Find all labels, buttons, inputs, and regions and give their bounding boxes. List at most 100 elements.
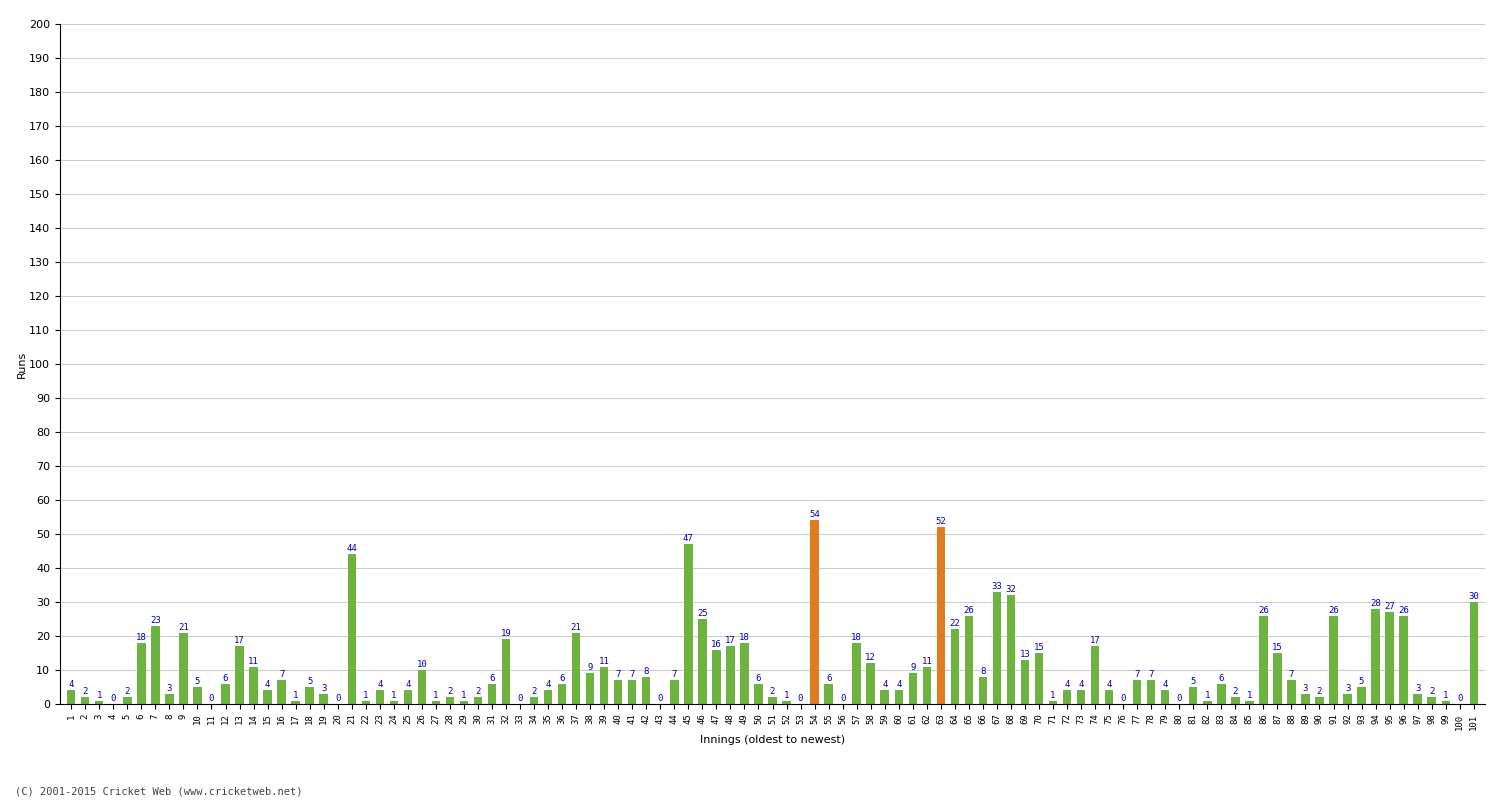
Text: 4: 4 [1107,680,1112,690]
Text: 6: 6 [756,674,760,682]
Bar [922,666,932,704]
Bar [544,690,552,704]
Bar [459,701,468,704]
Text: 5: 5 [1359,677,1365,686]
Text: 1: 1 [460,690,466,699]
Text: 30: 30 [1468,592,1479,601]
Text: 18: 18 [740,633,750,642]
Text: 52: 52 [936,517,946,526]
Text: 2: 2 [531,687,537,696]
Bar [1428,697,1436,704]
Text: 7: 7 [615,670,621,679]
Text: 10: 10 [417,660,428,669]
Text: 5: 5 [195,677,200,686]
Bar [951,629,958,704]
Text: 2: 2 [476,687,480,696]
Bar [1232,697,1239,704]
Text: 19: 19 [501,630,512,638]
Bar [768,697,777,704]
Text: 23: 23 [150,616,160,625]
Bar [123,697,132,704]
Text: 6: 6 [827,674,831,682]
Text: 2: 2 [124,687,130,696]
Text: 4: 4 [546,680,550,690]
Text: 21: 21 [178,622,189,631]
Text: 4: 4 [882,680,888,690]
Bar [1302,694,1310,704]
Text: 3: 3 [1346,684,1350,693]
Text: 4: 4 [266,680,270,690]
Text: 4: 4 [1065,680,1070,690]
Text: 54: 54 [808,510,820,519]
Bar [417,670,426,704]
Text: 6: 6 [560,674,566,682]
Text: 8: 8 [980,666,986,676]
Text: 0: 0 [334,694,340,703]
Text: 22: 22 [950,619,960,628]
Text: 18: 18 [136,633,147,642]
Bar [1274,653,1281,704]
Text: 16: 16 [711,639,722,649]
Bar [558,683,567,704]
Bar [68,690,75,704]
Bar [1077,690,1086,704]
Text: 17: 17 [234,636,244,645]
Bar [152,626,159,704]
Bar [936,527,945,704]
Bar [488,683,496,704]
Text: 33: 33 [992,582,1002,590]
Text: 4: 4 [1078,680,1084,690]
Text: 4: 4 [376,680,382,690]
Bar [754,683,762,704]
Text: 0: 0 [840,694,846,703]
Bar [1022,660,1029,704]
Text: 4: 4 [896,680,902,690]
Text: 4: 4 [405,680,411,690]
Text: 1: 1 [363,690,369,699]
Bar [1316,697,1323,704]
Bar [909,674,916,704]
Bar [572,633,580,704]
Bar [530,697,538,704]
Text: 0: 0 [209,694,214,703]
Bar [1035,653,1042,704]
Text: 7: 7 [630,670,634,679]
Bar [880,690,890,704]
Text: 7: 7 [279,670,285,679]
Text: 26: 26 [1258,606,1269,614]
Bar [684,544,693,704]
Text: 47: 47 [682,534,693,543]
Bar [852,643,861,704]
Text: 6: 6 [224,674,228,682]
Bar [165,694,174,704]
Text: 1: 1 [1443,690,1449,699]
Bar [432,701,439,704]
Text: 6: 6 [1218,674,1224,682]
Bar [390,701,398,704]
Bar [1148,680,1155,704]
Text: 1: 1 [784,690,789,699]
Text: 3: 3 [321,684,327,693]
Bar [94,701,104,704]
Bar [628,680,636,704]
Bar [642,677,651,704]
Bar [81,697,90,704]
Bar [178,633,188,704]
Text: 18: 18 [852,633,862,642]
Text: 17: 17 [1089,636,1101,645]
Bar [503,639,510,704]
Bar [670,680,678,704]
Bar [1245,701,1254,704]
Text: 26: 26 [1328,606,1340,614]
Text: 0: 0 [1176,694,1182,703]
Y-axis label: Runs: Runs [16,350,27,378]
Bar [1007,595,1016,704]
Bar [1413,694,1422,704]
Text: 12: 12 [865,653,876,662]
Bar [306,687,314,704]
Text: 21: 21 [572,622,582,631]
Bar [375,690,384,704]
Text: 9: 9 [910,663,915,672]
Bar [1064,690,1071,704]
Bar [1048,701,1058,704]
